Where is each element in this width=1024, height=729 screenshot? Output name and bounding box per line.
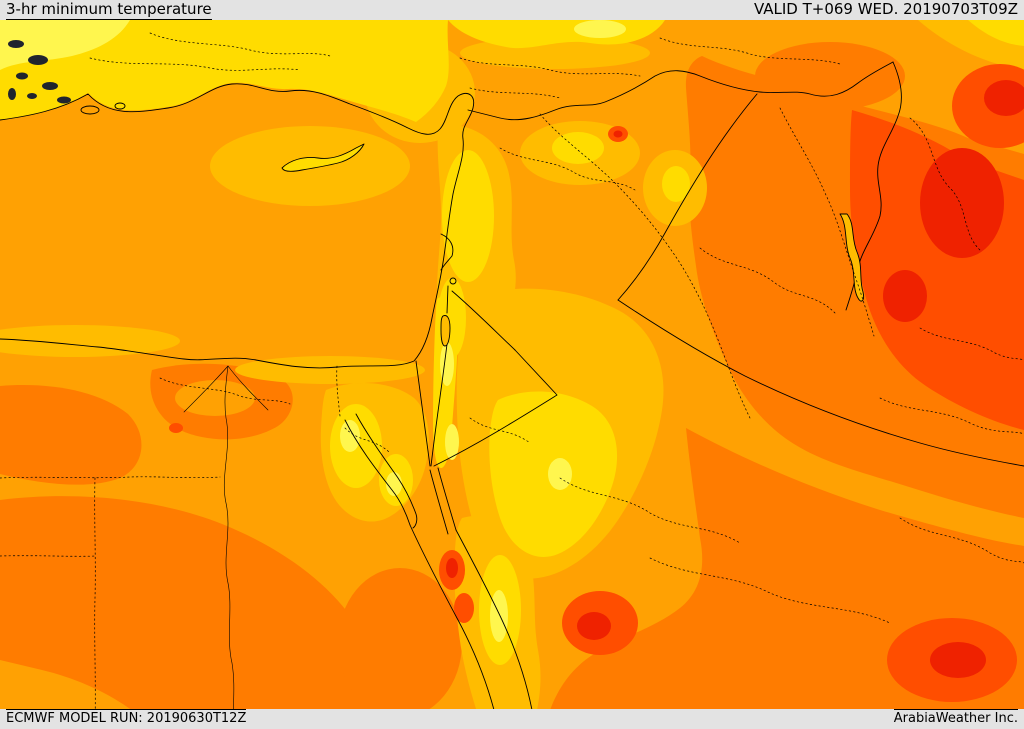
syria-iraq-border bbox=[617, 93, 758, 301]
temperature-shading bbox=[0, 20, 1024, 709]
cyprus-island bbox=[281, 143, 365, 172]
turkey-syria-iraq-border bbox=[467, 61, 894, 121]
gulf-of-aqaba bbox=[429, 469, 449, 535]
syria-jordan-border bbox=[451, 290, 516, 351]
aegean-islands bbox=[8, 40, 365, 172]
jordan-saudi-border bbox=[433, 349, 558, 467]
footer-bar: ECMWF MODEL RUN: 20190630T12Z ArabiaWeat… bbox=[0, 709, 1024, 729]
coastline bbox=[0, 83, 533, 709]
brand-label: ArabiaWeather Inc. bbox=[893, 709, 1018, 726]
dead-sea bbox=[440, 315, 451, 347]
jordan-river bbox=[430, 285, 449, 467]
gulf-of-suez bbox=[344, 419, 411, 526]
country-borders bbox=[415, 61, 1024, 467]
tigris-river bbox=[779, 107, 875, 337]
shade-turkey-west bbox=[0, 20, 449, 122]
header-bar: 3-hr minimum temperature VALID T+069 WED… bbox=[0, 0, 1024, 20]
euphrates-river bbox=[539, 113, 751, 419]
lebanon-border bbox=[440, 233, 454, 271]
red-sea-east-shore bbox=[455, 529, 533, 709]
rivers bbox=[183, 107, 875, 709]
model-run-label: ECMWF MODEL RUN: 20190630T12Z bbox=[6, 709, 247, 726]
temperature-map bbox=[0, 20, 1024, 709]
mediterranean-coast bbox=[0, 83, 475, 369]
iraq-lake bbox=[839, 213, 864, 302]
map-title: 3-hr minimum temperature bbox=[6, 0, 212, 20]
admin-borders bbox=[0, 32, 1024, 709]
israel-egypt-border bbox=[415, 360, 431, 467]
nile-river bbox=[183, 365, 269, 709]
valid-time: VALID T+069 WED. 20190703T09Z bbox=[753, 0, 1018, 18]
sea-of-galilee bbox=[449, 277, 457, 285]
red-sea-west-shore bbox=[409, 524, 495, 709]
iraq-saudi-border bbox=[617, 299, 1024, 467]
